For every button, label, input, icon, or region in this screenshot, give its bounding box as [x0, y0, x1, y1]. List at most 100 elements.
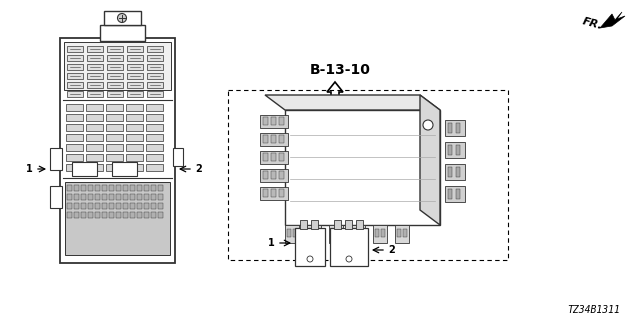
Bar — [271, 171, 276, 179]
Bar — [66, 114, 83, 121]
Bar — [67, 64, 83, 70]
Bar — [146, 164, 163, 171]
Polygon shape — [600, 12, 625, 28]
Bar — [263, 153, 268, 161]
Bar — [173, 148, 183, 166]
Bar — [106, 144, 123, 151]
Bar — [74, 203, 79, 209]
Bar — [109, 203, 114, 209]
Bar — [106, 104, 123, 111]
Bar — [285, 225, 299, 243]
Bar — [137, 203, 142, 209]
Bar — [158, 212, 163, 218]
Bar — [88, 212, 93, 218]
Text: B-13-10: B-13-10 — [310, 63, 371, 77]
Bar — [307, 225, 321, 243]
Bar — [130, 185, 135, 191]
Bar — [300, 220, 307, 229]
Bar — [144, 203, 149, 209]
Bar — [445, 120, 465, 136]
Bar — [260, 133, 288, 146]
Bar — [445, 142, 465, 158]
Bar — [67, 46, 83, 52]
Bar — [359, 229, 363, 237]
Bar — [311, 220, 318, 229]
Bar — [403, 229, 407, 237]
Bar — [228, 90, 508, 260]
Bar — [95, 212, 100, 218]
Bar — [151, 194, 156, 200]
Bar — [102, 212, 107, 218]
Bar — [95, 203, 100, 209]
Bar — [263, 189, 268, 197]
Polygon shape — [327, 82, 343, 102]
Bar — [116, 194, 121, 200]
Bar — [67, 194, 72, 200]
Bar — [331, 229, 335, 237]
Bar — [87, 82, 103, 88]
Bar — [144, 212, 149, 218]
Bar — [445, 164, 465, 180]
Bar — [279, 189, 284, 197]
Bar — [67, 55, 83, 61]
Bar — [144, 194, 149, 200]
Bar — [74, 185, 79, 191]
Bar — [87, 73, 103, 79]
Text: TZ34B1311: TZ34B1311 — [567, 305, 620, 315]
Bar — [88, 185, 93, 191]
Bar — [65, 182, 170, 255]
Circle shape — [118, 13, 127, 22]
Bar — [112, 162, 137, 176]
Bar — [279, 117, 284, 125]
Bar — [309, 229, 313, 237]
Bar — [107, 46, 123, 52]
Bar — [271, 153, 276, 161]
Bar — [116, 185, 121, 191]
Bar — [445, 186, 465, 202]
Bar — [146, 114, 163, 121]
Bar — [260, 187, 288, 200]
Bar — [67, 203, 72, 209]
Bar — [260, 115, 288, 128]
Bar — [263, 117, 268, 125]
Bar — [106, 164, 123, 171]
Bar — [126, 134, 143, 141]
Bar — [74, 194, 79, 200]
Bar — [345, 220, 352, 229]
Bar — [334, 220, 341, 229]
Bar — [66, 134, 83, 141]
Bar — [147, 73, 163, 79]
Bar — [106, 124, 123, 131]
Bar — [158, 185, 163, 191]
Bar — [293, 229, 297, 237]
Bar — [109, 194, 114, 200]
Bar — [151, 185, 156, 191]
Bar — [271, 117, 276, 125]
Bar — [67, 73, 83, 79]
Bar — [81, 194, 86, 200]
Text: 1: 1 — [268, 238, 275, 248]
Bar — [456, 123, 460, 133]
Bar — [123, 185, 128, 191]
Bar — [86, 144, 103, 151]
Bar — [375, 229, 379, 237]
Bar — [66, 154, 83, 161]
Bar — [123, 212, 128, 218]
Bar — [50, 186, 62, 208]
Bar — [109, 185, 114, 191]
Bar — [151, 203, 156, 209]
Bar — [66, 164, 83, 171]
Bar — [144, 185, 149, 191]
Circle shape — [423, 120, 433, 130]
Bar — [66, 104, 83, 111]
Bar — [64, 42, 171, 90]
Bar — [95, 194, 100, 200]
Bar — [271, 135, 276, 143]
Bar — [126, 144, 143, 151]
Bar — [330, 228, 368, 266]
Bar — [130, 212, 135, 218]
Bar — [81, 212, 86, 218]
Bar — [67, 91, 83, 97]
Bar — [107, 82, 123, 88]
Bar — [158, 203, 163, 209]
